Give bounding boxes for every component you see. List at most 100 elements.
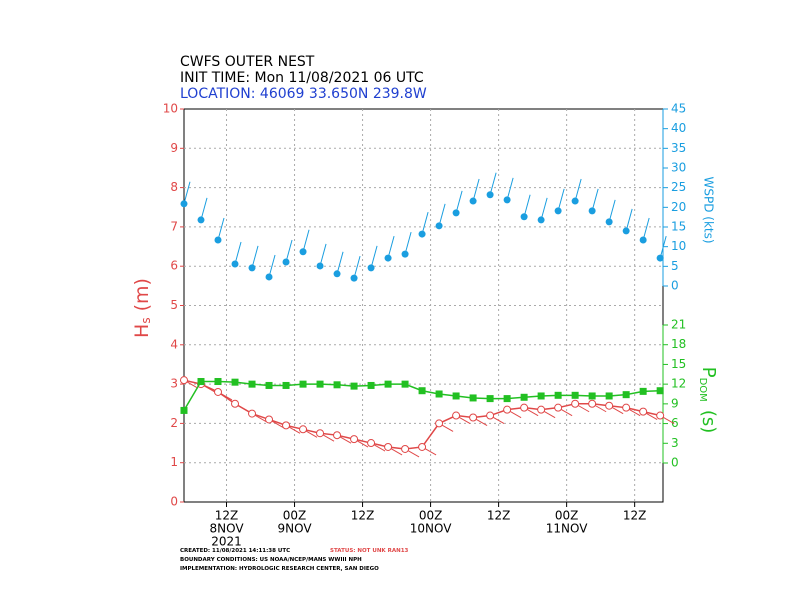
y3-label-sub: DOM bbox=[697, 378, 708, 402]
y-label-unit: (m) bbox=[131, 278, 153, 311]
point bbox=[452, 392, 460, 400]
point bbox=[299, 380, 307, 388]
wind-barb bbox=[302, 229, 310, 252]
point bbox=[265, 415, 274, 424]
y-tick-label: 10 bbox=[163, 102, 178, 116]
point bbox=[180, 376, 188, 385]
point bbox=[605, 218, 613, 226]
point bbox=[282, 421, 291, 430]
y-tick-label: 1 bbox=[170, 455, 178, 469]
point bbox=[639, 387, 647, 395]
wind-barb bbox=[285, 239, 293, 263]
y2-tick-label: 0 bbox=[671, 279, 679, 293]
x-year-label: 2021 bbox=[211, 535, 242, 549]
point bbox=[401, 250, 409, 258]
point bbox=[350, 382, 358, 390]
point bbox=[180, 406, 188, 414]
point bbox=[537, 405, 546, 414]
point bbox=[486, 395, 494, 403]
location: LOCATION: 46069 33.650N 239.8W bbox=[180, 86, 427, 102]
point bbox=[452, 209, 460, 217]
y-tick-label: 2 bbox=[170, 416, 178, 430]
y3-tick-label: 6 bbox=[671, 416, 679, 430]
x-tick-label: 12Z bbox=[623, 509, 647, 523]
point bbox=[503, 395, 511, 403]
point bbox=[248, 409, 257, 418]
footer-created: CREATED: 11/08/2021 14:11:38 UTC bbox=[180, 548, 290, 554]
wind-barb bbox=[438, 203, 446, 226]
point bbox=[231, 260, 239, 268]
point bbox=[197, 378, 205, 386]
point bbox=[231, 399, 240, 408]
point bbox=[554, 403, 563, 412]
point bbox=[520, 393, 528, 401]
y-label-sub: s bbox=[139, 317, 153, 323]
wind-barb bbox=[625, 208, 633, 232]
wind-barb bbox=[268, 254, 276, 278]
point bbox=[554, 391, 562, 399]
wind-barb bbox=[183, 181, 191, 204]
y3-tick-label: 3 bbox=[671, 436, 679, 450]
point bbox=[316, 262, 324, 270]
point bbox=[384, 254, 392, 262]
point bbox=[333, 431, 342, 440]
point bbox=[384, 380, 392, 388]
wind-barb bbox=[557, 188, 565, 212]
point bbox=[622, 391, 630, 399]
y-label-main: H bbox=[131, 324, 153, 338]
wind-barb bbox=[336, 251, 344, 274]
footer-status: STATUS: NOT UNK RAN13 bbox=[330, 548, 409, 554]
y-tick-label: 3 bbox=[170, 377, 178, 391]
y3-label-unit: (s) bbox=[698, 410, 719, 433]
x-tick-label: 12Z bbox=[487, 509, 511, 523]
point bbox=[282, 381, 290, 389]
point bbox=[248, 380, 256, 388]
point bbox=[639, 407, 648, 416]
point bbox=[469, 413, 478, 422]
point bbox=[520, 403, 529, 412]
wind-barb bbox=[472, 178, 480, 202]
y3-tick-label: 9 bbox=[671, 396, 679, 410]
point bbox=[265, 381, 273, 389]
y-tick-label: 0 bbox=[170, 495, 178, 509]
point bbox=[537, 216, 545, 224]
y-tick-label: 9 bbox=[170, 141, 178, 155]
x-date-label: 10NOV bbox=[410, 522, 452, 536]
point bbox=[248, 264, 256, 272]
y3-label-main: P bbox=[698, 367, 719, 378]
wind-barb bbox=[234, 241, 242, 265]
point bbox=[265, 273, 273, 281]
point bbox=[197, 216, 205, 224]
y2-tick-label: 20 bbox=[671, 200, 686, 214]
point bbox=[418, 442, 427, 451]
y-axis-label: Hs (m) bbox=[131, 278, 153, 338]
point bbox=[554, 207, 562, 215]
point bbox=[571, 197, 579, 205]
y3-tick-label: 15 bbox=[671, 357, 686, 371]
y2-tick-label: 15 bbox=[671, 220, 686, 234]
point bbox=[605, 401, 614, 410]
footer-implementation: IMPLEMENTATION: HYDROLOGIC RESEARCH CENT… bbox=[180, 566, 379, 572]
point bbox=[214, 378, 222, 386]
point bbox=[350, 274, 358, 282]
point bbox=[469, 197, 477, 205]
x-date-label: 9NOV bbox=[278, 522, 313, 536]
y-tick-label: 6 bbox=[170, 259, 178, 273]
point bbox=[639, 236, 647, 244]
point bbox=[469, 394, 477, 402]
point bbox=[401, 444, 410, 453]
point bbox=[588, 392, 596, 400]
y3-tick-label: 21 bbox=[671, 318, 686, 332]
wind-barb bbox=[659, 235, 667, 259]
point bbox=[656, 411, 665, 420]
wind-barb bbox=[455, 190, 463, 213]
point bbox=[401, 380, 409, 388]
x-tick-label: 12Z bbox=[215, 509, 239, 523]
x-tick-label: 12Z bbox=[351, 509, 375, 523]
footer-boundary: BOUNDARY CONDITIONS: US NOAA/NCEP/MANS W… bbox=[180, 557, 362, 563]
y2-tick-label: 30 bbox=[671, 161, 686, 175]
point bbox=[299, 248, 307, 256]
point bbox=[367, 381, 375, 389]
wind-barb bbox=[217, 217, 225, 241]
point bbox=[435, 222, 443, 230]
